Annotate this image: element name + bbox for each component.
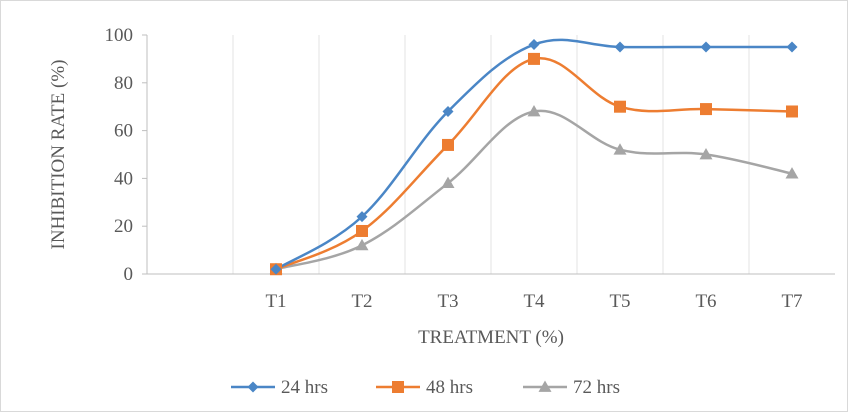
legend-swatch-marker — [538, 380, 552, 392]
data-point-72-hrs — [441, 176, 455, 189]
legend-label: 24 hrs — [281, 377, 328, 398]
x-tick-label: T3 — [437, 291, 458, 312]
legend-item: 72 hrs — [523, 377, 620, 398]
legend: 24 hrs 48 hrs 72 hrs — [231, 377, 620, 398]
data-point-24-hrs — [614, 41, 626, 53]
axes — [146, 35, 835, 275]
y-axis-title: INHIBITION RATE (%) — [48, 60, 69, 250]
data-point-72-hrs — [527, 104, 541, 117]
series-line-24-hrs — [275, 38, 792, 271]
y-tick-label: 100 — [105, 25, 134, 46]
series-line-48-hrs — [275, 57, 793, 271]
data-point-72-hrs — [785, 167, 799, 179]
x-tick-label: T2 — [351, 291, 372, 312]
legend-swatch-marker — [247, 381, 259, 393]
x-tick-label: T1 — [265, 291, 286, 312]
x-tick-label: T4 — [523, 291, 545, 312]
data-point-48-hrs — [356, 224, 368, 237]
data-point-24-hrs — [442, 105, 454, 117]
x-tick-label: T6 — [695, 291, 716, 312]
data-point-24-hrs — [700, 41, 712, 53]
y-tick-label: 60 — [114, 121, 133, 142]
y-tick-label: 40 — [114, 168, 133, 189]
series-markers — [269, 39, 799, 276]
legend-item: 48 hrs — [376, 377, 473, 398]
data-point-24-hrs — [786, 41, 798, 53]
data-point-48-hrs — [614, 100, 626, 113]
y-tick-label: 20 — [114, 216, 133, 237]
x-tick-label: T7 — [781, 291, 802, 312]
data-point-48-hrs — [700, 103, 712, 116]
x-axis-ticks: T1 T2 T3 T4 T5 T6 T7 — [265, 291, 802, 312]
x-axis-title: TREATMENT (%) — [418, 327, 564, 348]
series-lines — [275, 38, 793, 271]
data-point-48-hrs — [528, 52, 540, 65]
data-point-48-hrs — [786, 105, 798, 118]
x-tick-label: T5 — [609, 291, 630, 312]
data-point-72-hrs — [699, 148, 713, 160]
data-point-24-hrs — [270, 263, 282, 275]
data-point-24-hrs — [528, 39, 540, 51]
legend-item: 24 hrs — [231, 377, 328, 398]
data-point-48-hrs — [442, 138, 454, 151]
data-point-72-hrs — [355, 238, 369, 251]
legend-label: 72 hrs — [573, 377, 620, 398]
legend-label: 48 hrs — [426, 377, 473, 398]
data-point-24-hrs — [356, 211, 368, 223]
data-point-72-hrs — [613, 143, 627, 155]
legend-swatch-marker — [392, 381, 404, 393]
y-tick-label: 0 — [124, 264, 134, 285]
series-line-72-hrs — [275, 109, 793, 271]
y-axis-ticks: 0 20 40 60 80 100 — [105, 25, 147, 285]
y-tick-label: 80 — [114, 73, 133, 94]
